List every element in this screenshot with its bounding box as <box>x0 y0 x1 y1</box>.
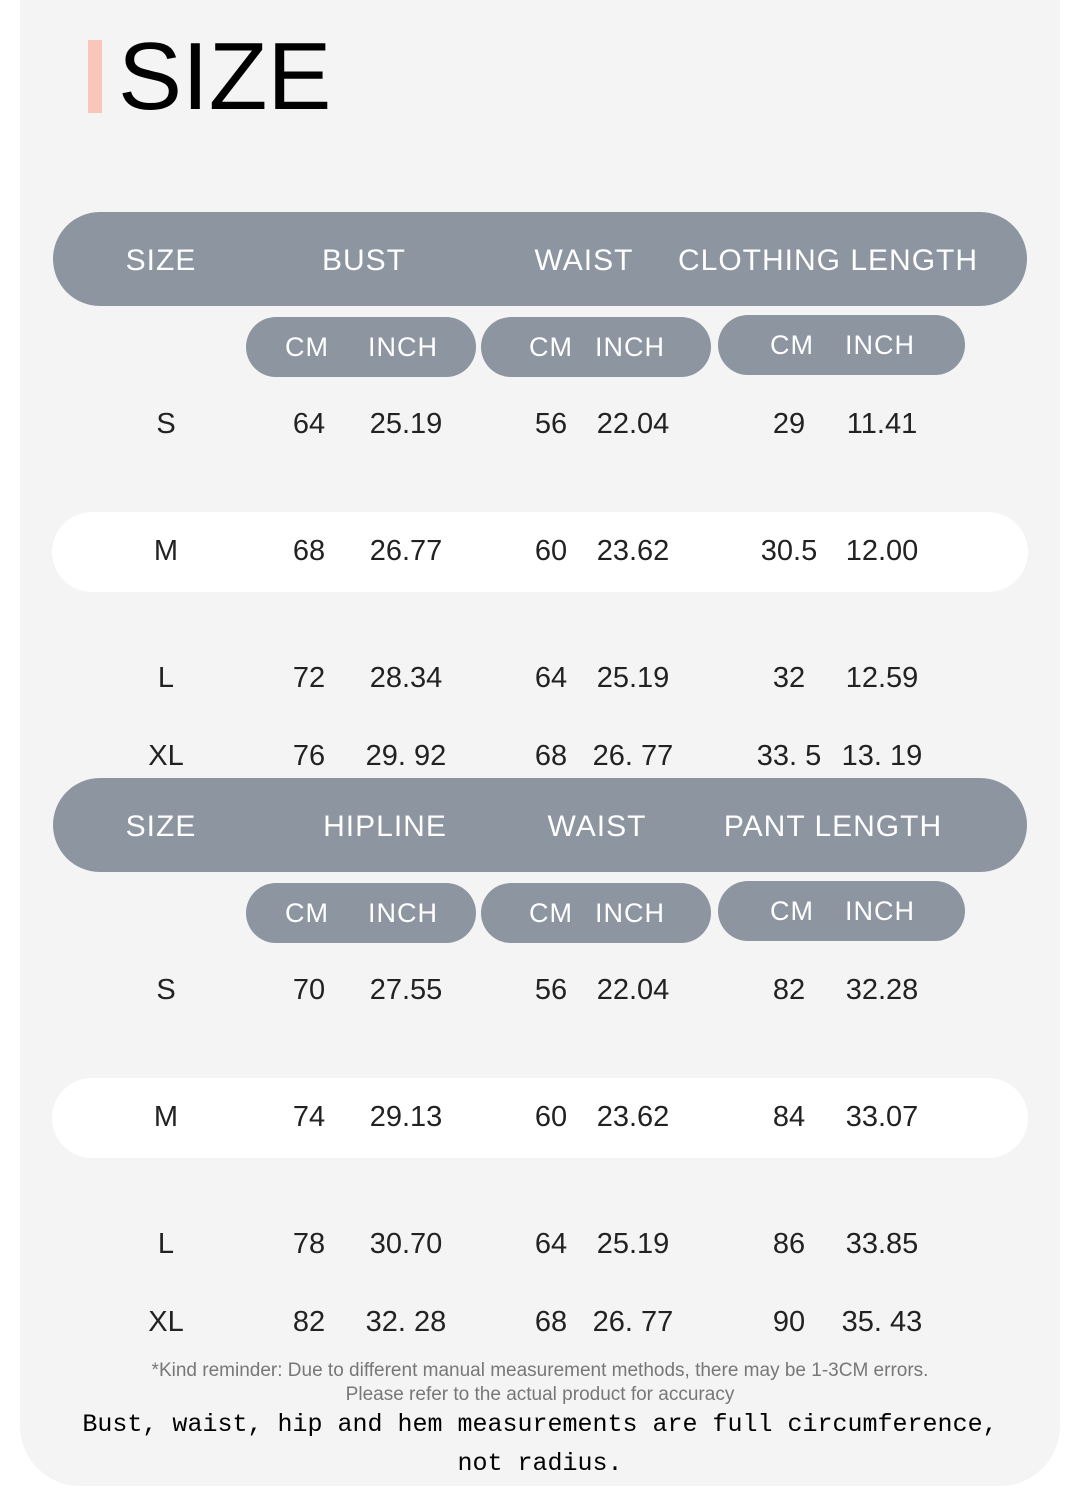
unit-label: INCH <box>845 330 915 360</box>
column-header: SIZE <box>125 244 197 277</box>
unit-pill <box>246 883 476 943</box>
measurement-value: 23.62 <box>596 1101 670 1133</box>
size-label: S <box>156 974 176 1006</box>
column-header: SIZE <box>125 810 197 843</box>
measurement-value: 64 <box>534 662 568 694</box>
column-header: BUST <box>321 244 407 277</box>
measurement-value: 30.70 <box>369 1228 443 1260</box>
measurement-value: 64 <box>534 1228 568 1260</box>
page-title: SIZE <box>118 23 332 130</box>
unit-label: CM <box>529 898 573 928</box>
measurement-value: 28.34 <box>369 662 443 694</box>
measurement-value: 32.28 <box>845 974 919 1006</box>
title-accent-bar <box>88 40 102 113</box>
reminder-line-2: Please refer to the actual product for a… <box>345 1384 735 1405</box>
measurement-value: 23.62 <box>596 535 670 567</box>
measurement-value: 82 <box>772 974 806 1006</box>
unit-pill <box>246 317 476 377</box>
size-label: L <box>157 1228 175 1260</box>
measurement-value: 29.13 <box>369 1101 443 1133</box>
column-header: WAIST <box>534 244 634 277</box>
measurement-value: 78 <box>292 1228 326 1260</box>
size-label: S <box>156 408 176 440</box>
measurement-note-line-1: Bust, waist, hip and hem measurements ar… <box>82 1410 998 1439</box>
column-header: HIPLINE <box>323 810 447 843</box>
measurement-value: 33.85 <box>845 1228 919 1260</box>
reminder-line-1: *Kind reminder: Due to different manual … <box>151 1360 929 1381</box>
column-header: WAIST <box>547 810 647 843</box>
measurement-value: 35. 43 <box>841 1306 923 1338</box>
measurement-value: 90 <box>772 1306 806 1338</box>
unit-label: INCH <box>595 898 665 928</box>
measurement-value: 60 <box>534 535 568 567</box>
measurement-note-line-2: not radius. <box>457 1449 623 1478</box>
measurement-value: 25.19 <box>596 1228 670 1260</box>
measurement-value: 33.07 <box>845 1101 919 1133</box>
measurement-value: 26.77 <box>369 535 443 567</box>
unit-pill <box>718 315 965 375</box>
row-highlight-band <box>52 512 1028 592</box>
table-header-bar <box>53 212 1027 306</box>
measurement-value: 70 <box>292 974 326 1006</box>
unit-label: CM <box>285 898 329 928</box>
measurement-value: 56 <box>534 974 568 1006</box>
measurement-value: 25.19 <box>596 662 670 694</box>
measurement-value: 32. 28 <box>365 1306 447 1338</box>
measurement-value: 12.59 <box>845 662 919 694</box>
measurement-value: 26. 77 <box>592 740 674 772</box>
measurement-value: 32 <box>772 662 806 694</box>
column-header: PANT LENGTH <box>723 810 943 843</box>
measurement-value: 12.00 <box>845 535 919 567</box>
unit-label: INCH <box>368 898 438 928</box>
measurement-value: 30.5 <box>760 535 818 567</box>
size-label: XL <box>148 740 184 772</box>
unit-label: CM <box>529 332 573 362</box>
column-header: CLOTHING LENGTH <box>677 244 979 277</box>
measurement-value: 68 <box>534 1306 568 1338</box>
measurement-value: 74 <box>292 1101 326 1133</box>
measurement-value: 72 <box>292 662 326 694</box>
unit-label: INCH <box>368 332 438 362</box>
measurement-value: 29. 92 <box>365 740 447 772</box>
unit-label: CM <box>770 330 814 360</box>
measurement-value: 56 <box>534 408 568 440</box>
measurement-value: 76 <box>292 740 326 772</box>
row-highlight-band <box>52 1078 1028 1158</box>
table-header-bar <box>53 778 1027 872</box>
unit-pill <box>481 317 711 377</box>
size-label: XL <box>148 1306 184 1338</box>
measurement-value: 26. 77 <box>592 1306 674 1338</box>
measurement-value: 68 <box>292 535 326 567</box>
measurement-value: 27.55 <box>369 974 443 1006</box>
measurement-value: 82 <box>292 1306 326 1338</box>
size-label: M <box>153 535 179 567</box>
measurement-value: 13. 19 <box>841 740 923 772</box>
unit-pill <box>481 883 711 943</box>
unit-label: INCH <box>595 332 665 362</box>
measurement-value: 84 <box>772 1101 806 1133</box>
measurement-value: 22.04 <box>596 408 670 440</box>
unit-pill <box>718 881 965 941</box>
measurement-value: 11.41 <box>846 408 918 440</box>
size-label: L <box>157 662 175 694</box>
measurement-value: 64 <box>292 408 326 440</box>
size-label: M <box>153 1101 179 1133</box>
measurement-value: 86 <box>772 1228 806 1260</box>
measurement-value: 68 <box>534 740 568 772</box>
measurement-value: 60 <box>534 1101 568 1133</box>
measurement-value: 22.04 <box>596 974 670 1006</box>
measurement-value: 33. 5 <box>756 740 822 772</box>
measurement-value: 25.19 <box>369 408 443 440</box>
unit-label: CM <box>285 332 329 362</box>
measurement-value: 29 <box>772 408 806 440</box>
unit-label: INCH <box>845 896 915 926</box>
unit-label: CM <box>770 896 814 926</box>
